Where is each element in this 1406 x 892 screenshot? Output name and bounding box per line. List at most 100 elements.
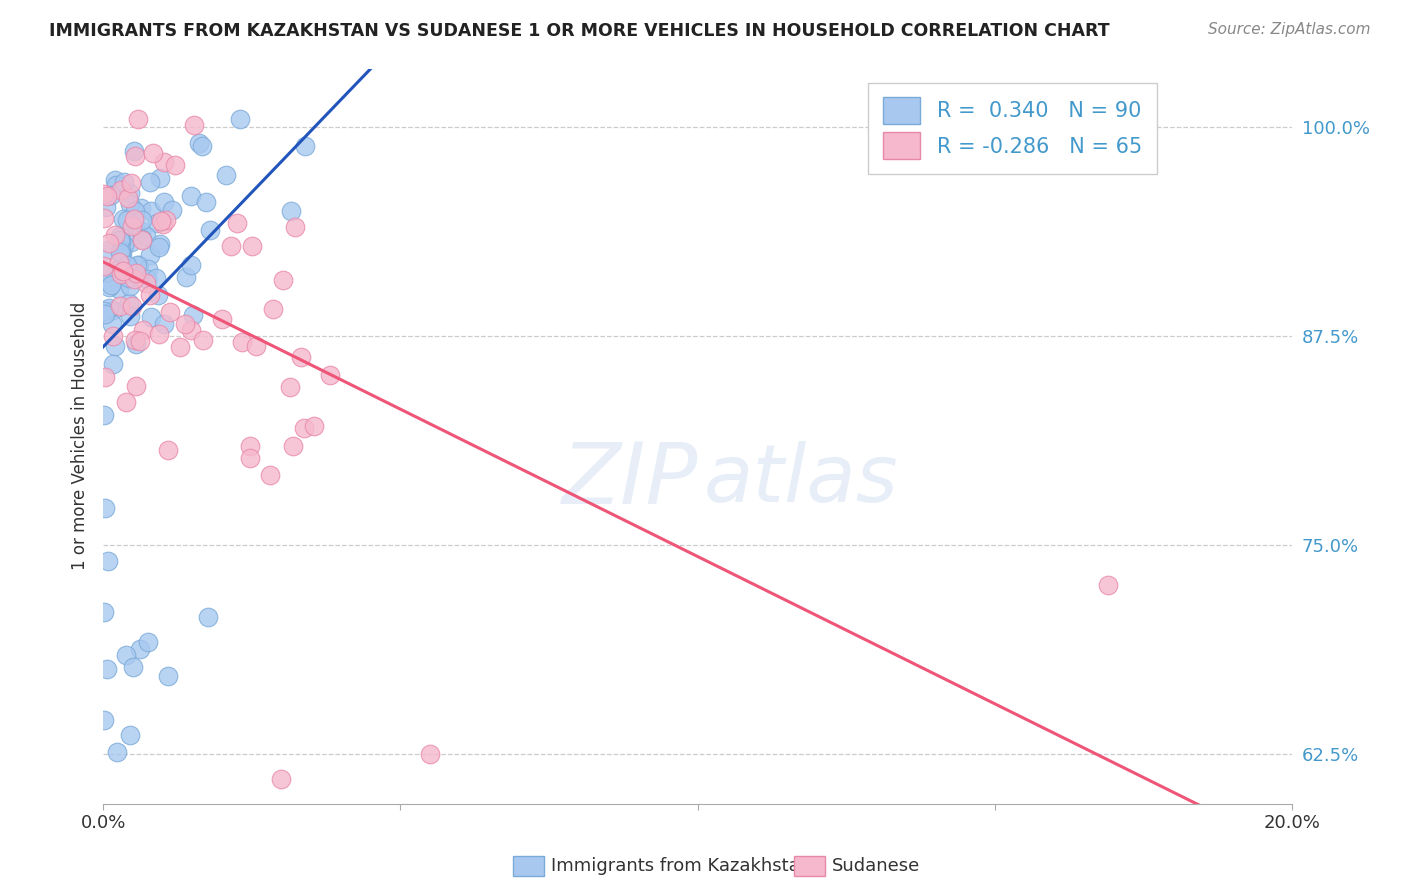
Point — [127, 112, 149, 126]
Point — [128, 258, 150, 272]
Point — [110, 268, 132, 282]
Point — [131, 232, 153, 246]
Point — [122, 272, 145, 286]
Point — [97, 243, 120, 257]
Point — [136, 272, 159, 286]
Point — [108, 282, 131, 296]
Point — [110, 234, 132, 248]
Point — [198, 223, 221, 237]
Point — [110, 244, 132, 259]
Text: Source: ZipAtlas.com: Source: ZipAtlas.com — [1208, 22, 1371, 37]
Point — [121, 660, 143, 674]
Point — [100, 277, 122, 292]
Point — [173, 318, 195, 332]
Point — [105, 178, 128, 192]
Point — [176, 269, 198, 284]
Point — [122, 211, 145, 226]
Point — [150, 214, 173, 228]
Point — [135, 276, 157, 290]
Point — [240, 238, 263, 252]
Point — [419, 747, 441, 761]
Point — [148, 327, 170, 342]
Point — [129, 334, 152, 349]
Point — [96, 188, 118, 202]
Point — [117, 261, 139, 276]
Point — [125, 336, 148, 351]
Point — [93, 304, 115, 318]
Point — [319, 368, 342, 383]
Text: Immigrants from Kazakhstan: Immigrants from Kazakhstan — [551, 857, 811, 875]
Point — [118, 309, 141, 323]
Point — [136, 262, 159, 277]
Point — [138, 248, 160, 262]
Point — [120, 186, 142, 200]
Point — [111, 264, 134, 278]
Point — [110, 235, 132, 250]
Point — [120, 235, 142, 250]
Point — [96, 265, 118, 279]
Point — [145, 271, 167, 285]
Point — [114, 648, 136, 662]
Point — [110, 182, 132, 196]
Point — [98, 301, 121, 315]
Point — [139, 175, 162, 189]
Point — [110, 247, 132, 261]
Y-axis label: 1 or more Vehicles in Household: 1 or more Vehicles in Household — [72, 302, 89, 570]
Point — [115, 212, 138, 227]
Point — [125, 266, 148, 280]
Point — [98, 235, 121, 250]
Point — [132, 323, 155, 337]
Point — [120, 728, 142, 742]
Point — [104, 339, 127, 353]
Point — [284, 219, 307, 234]
Point — [135, 228, 157, 243]
Point — [104, 227, 127, 242]
Point — [120, 176, 142, 190]
Point — [259, 468, 281, 483]
Text: IMMIGRANTS FROM KAZAKHSTAN VS SUDANESE 1 OR MORE VEHICLES IN HOUSEHOLD CORRELATI: IMMIGRANTS FROM KAZAKHSTAN VS SUDANESE 1… — [49, 22, 1109, 40]
Point — [114, 238, 136, 252]
Point — [121, 219, 143, 234]
Point — [125, 379, 148, 393]
Point — [124, 333, 146, 347]
Point — [124, 218, 146, 232]
Point — [94, 200, 117, 214]
Point — [149, 237, 172, 252]
Point — [108, 255, 131, 269]
Text: Sudanese: Sudanese — [832, 857, 921, 875]
Point — [118, 196, 141, 211]
Point — [117, 191, 139, 205]
Point — [187, 136, 209, 151]
Point — [169, 340, 191, 354]
Point — [148, 240, 170, 254]
Point — [129, 201, 152, 215]
Point — [96, 662, 118, 676]
Point — [292, 421, 315, 435]
Point — [239, 439, 262, 453]
Point — [108, 228, 131, 243]
Point — [156, 442, 179, 457]
Point — [278, 380, 301, 394]
Point — [273, 272, 295, 286]
Point — [117, 259, 139, 273]
Point — [139, 204, 162, 219]
Point — [180, 323, 202, 337]
Point — [121, 298, 143, 312]
Point — [97, 554, 120, 568]
Text: ZIP: ZIP — [561, 439, 697, 522]
Point — [93, 713, 115, 727]
Point — [112, 175, 135, 189]
Point — [163, 158, 186, 172]
Point — [225, 216, 247, 230]
Point — [139, 310, 162, 325]
Point — [229, 112, 252, 126]
Point — [112, 211, 135, 226]
Point — [231, 335, 253, 350]
Point — [152, 155, 174, 169]
Point — [159, 304, 181, 318]
Point — [280, 203, 302, 218]
Point — [118, 279, 141, 293]
Point — [197, 610, 219, 624]
Point — [97, 275, 120, 289]
Point — [191, 139, 214, 153]
